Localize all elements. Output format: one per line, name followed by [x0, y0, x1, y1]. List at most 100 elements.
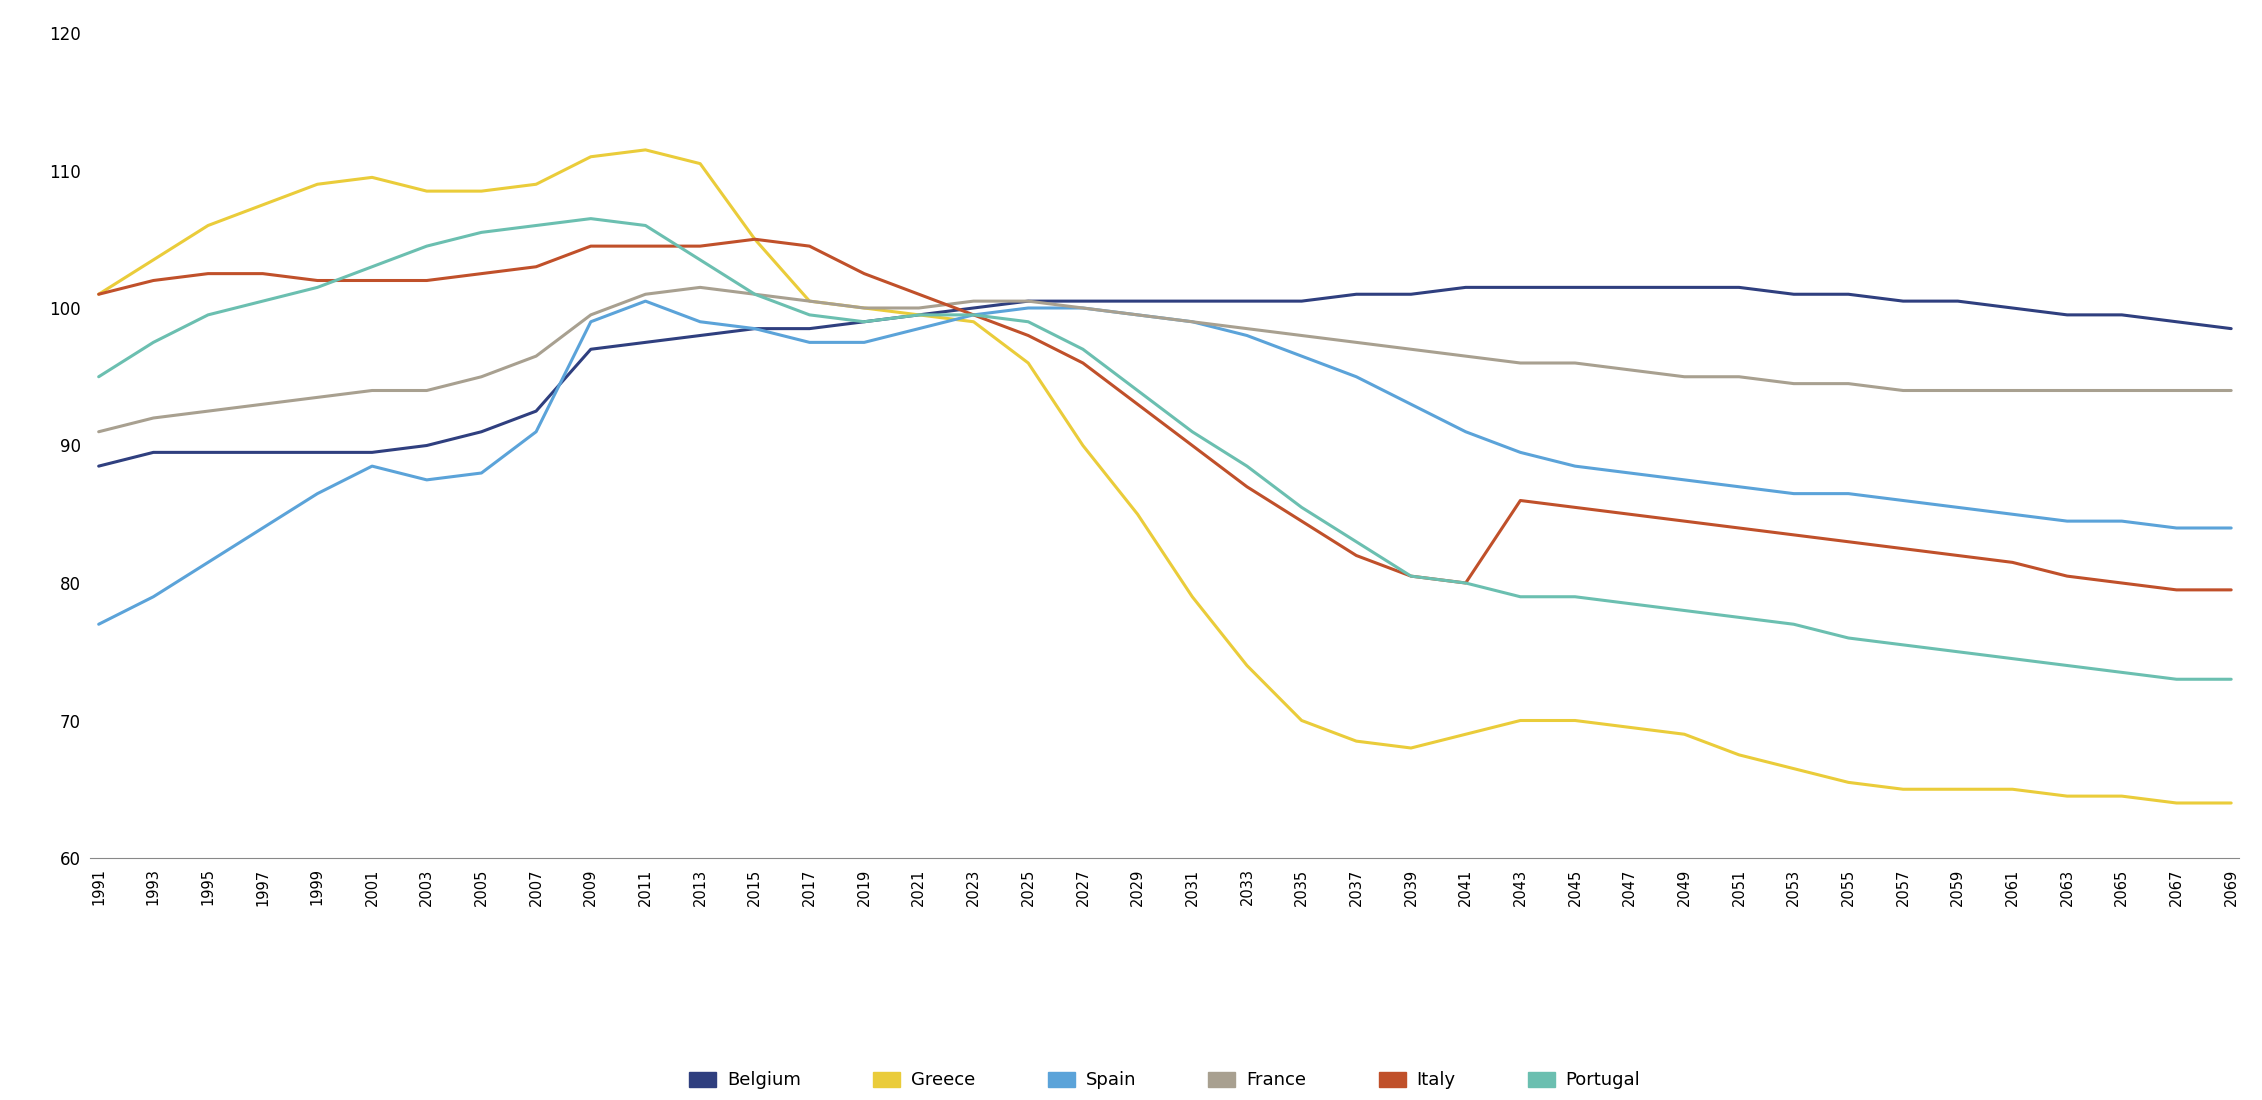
Spain	[905, 322, 932, 335]
France	[140, 411, 167, 425]
Portugal	[195, 308, 222, 321]
Portugal	[1016, 315, 1043, 328]
Portugal	[959, 308, 986, 321]
France	[303, 390, 330, 404]
Spain	[631, 295, 658, 308]
Belgium	[249, 446, 276, 459]
Greece	[1506, 714, 1534, 727]
Belgium	[2054, 308, 2081, 321]
Italy	[1889, 542, 1916, 556]
Spain	[1124, 308, 1151, 321]
Greece	[688, 157, 715, 170]
Greece	[2000, 783, 2027, 796]
Italy	[1124, 398, 1151, 411]
Greece	[1179, 590, 1206, 603]
France	[468, 370, 495, 384]
Spain	[468, 466, 495, 480]
France	[796, 295, 823, 308]
Belgium	[468, 425, 495, 438]
Spain	[140, 590, 167, 603]
France	[1179, 315, 1206, 328]
Belgium	[1287, 295, 1314, 308]
Belgium	[523, 405, 550, 418]
France	[2162, 384, 2190, 397]
France	[1780, 377, 1807, 390]
Portugal	[1452, 576, 1479, 590]
Spain	[688, 315, 715, 328]
Greece	[905, 308, 932, 321]
Portugal	[140, 336, 167, 349]
Italy	[1233, 480, 1260, 493]
Greece	[1016, 356, 1043, 370]
Belgium	[2108, 308, 2135, 321]
Spain	[2000, 508, 2027, 521]
Spain	[742, 322, 769, 335]
Italy	[1179, 439, 1206, 452]
Portugal	[1233, 460, 1260, 473]
Italy	[2054, 570, 2081, 583]
Italy	[1615, 508, 1642, 521]
Belgium	[1016, 295, 1043, 308]
France	[1726, 370, 1753, 384]
Line: Italy: Italy	[100, 240, 2230, 590]
Italy	[1726, 521, 1753, 535]
Portugal	[577, 212, 604, 226]
Belgium	[303, 446, 330, 459]
Portugal	[1726, 610, 1753, 624]
Belgium	[796, 322, 823, 335]
France	[1233, 322, 1260, 335]
Italy	[195, 267, 222, 280]
Portugal	[2054, 659, 2081, 672]
Italy	[1287, 515, 1314, 528]
Italy	[1561, 500, 1588, 514]
Belgium	[1233, 295, 1260, 308]
Spain	[796, 336, 823, 349]
Belgium	[851, 315, 878, 328]
Italy	[959, 308, 986, 321]
Italy	[303, 274, 330, 287]
Belgium	[1672, 280, 1699, 294]
Spain	[1452, 425, 1479, 438]
Spain	[414, 473, 441, 486]
France	[577, 308, 604, 321]
Spain	[1398, 398, 1425, 411]
Portugal	[905, 308, 932, 321]
Greece	[1452, 728, 1479, 741]
Portugal	[357, 261, 385, 274]
Greece	[1672, 728, 1699, 741]
Portugal	[1398, 570, 1425, 583]
Greece	[1233, 659, 1260, 672]
Belgium	[905, 308, 932, 321]
France	[1561, 356, 1588, 370]
Italy	[742, 233, 769, 246]
Belgium	[1834, 287, 1862, 300]
Italy	[1780, 528, 1807, 541]
Greece	[1834, 776, 1862, 789]
Portugal	[2162, 672, 2190, 686]
Belgium	[357, 446, 385, 459]
France	[1452, 350, 1479, 363]
Spain	[959, 308, 986, 321]
Belgium	[631, 336, 658, 349]
Greece	[577, 150, 604, 163]
Line: Belgium: Belgium	[100, 287, 2230, 466]
Portugal	[2217, 672, 2244, 686]
France	[1834, 377, 1862, 390]
Greece	[86, 287, 113, 300]
Belgium	[1124, 295, 1151, 308]
Greece	[742, 233, 769, 246]
Greece	[1945, 783, 1972, 796]
Greece	[2108, 790, 2135, 803]
Greece	[468, 185, 495, 198]
Italy	[2108, 576, 2135, 590]
Italy	[1398, 570, 1425, 583]
France	[959, 295, 986, 308]
Greece	[249, 198, 276, 211]
Greece	[959, 315, 986, 328]
Belgium	[577, 343, 604, 356]
Belgium	[1889, 295, 1916, 308]
Belgium	[140, 446, 167, 459]
Italy	[1672, 515, 1699, 528]
Spain	[2217, 521, 2244, 535]
Line: Greece: Greece	[100, 150, 2230, 803]
